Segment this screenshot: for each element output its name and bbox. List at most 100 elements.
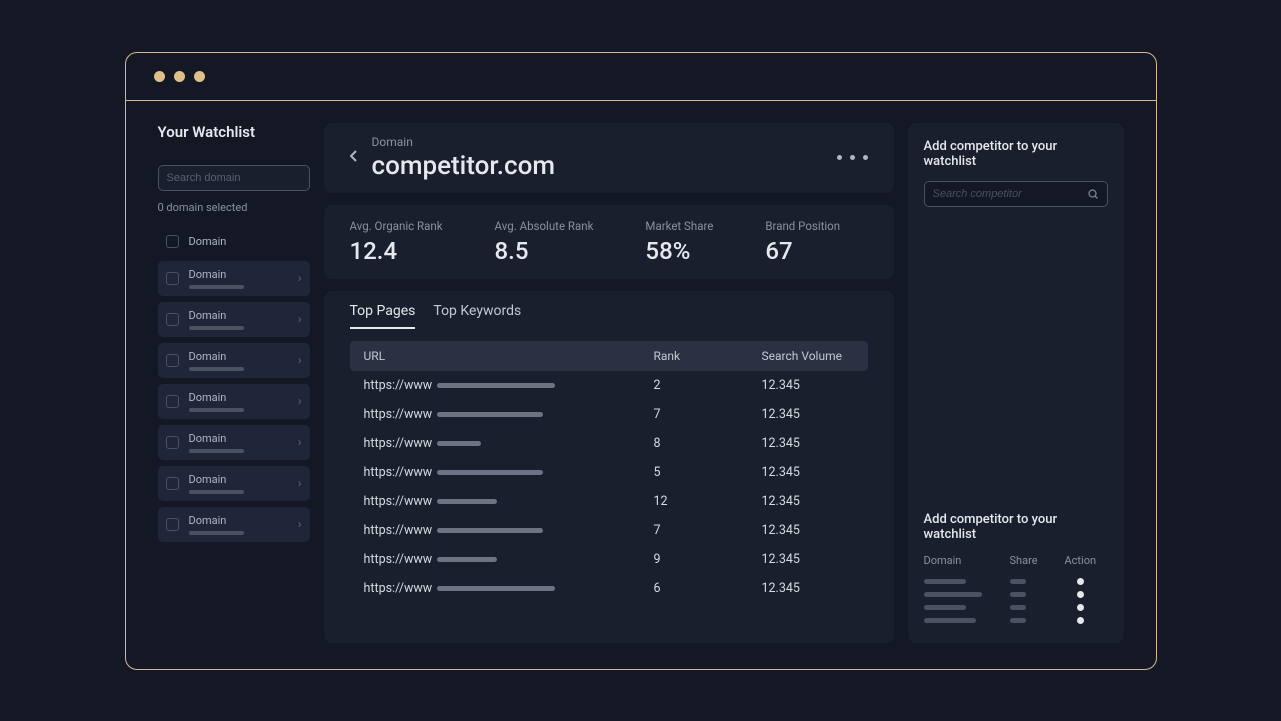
rightbar: Add competitor to your watchlist Add com… — [908, 123, 1124, 643]
chevron-right-icon: › — [298, 517, 302, 531]
domain-label: Domain — [189, 432, 288, 445]
table-panel: Top PagesTop Keywords URL Rank Search Vo… — [324, 291, 894, 643]
content-area: Your Watchlist 0 domain selected DomainD… — [126, 101, 1156, 669]
domain-checkbox[interactable] — [166, 395, 179, 408]
domain-bar — [189, 326, 244, 330]
competitor-row — [924, 575, 1108, 588]
rank-cell: 7 — [654, 523, 762, 538]
domain-checkbox[interactable] — [166, 313, 179, 326]
action-dot-icon[interactable] — [1077, 591, 1084, 598]
competitor-search[interactable] — [924, 181, 1108, 207]
domain-label: Domain — [189, 268, 288, 281]
domain-label-wrap: Domain — [189, 235, 302, 248]
comp-action-cell[interactable] — [1065, 578, 1108, 585]
metric: Avg. Absolute Rank8.5 — [495, 219, 594, 265]
action-dot-icon[interactable] — [1077, 617, 1084, 624]
url-cell: https://www — [364, 407, 654, 422]
domain-checkbox[interactable] — [166, 518, 179, 531]
url-prefix: https://www — [364, 436, 433, 451]
rank-cell: 9 — [654, 552, 762, 567]
ct-action-header: Action — [1065, 554, 1108, 567]
table-row[interactable]: https://www1212.345 — [350, 487, 868, 516]
domain-item[interactable]: Domain › — [158, 507, 310, 542]
domain-item[interactable]: Domain› — [158, 466, 310, 501]
rank-cell: 5 — [654, 465, 762, 480]
domain-label-wrap: Domain — [189, 514, 288, 535]
volume-cell: 12.345 — [762, 465, 854, 480]
tab-top-keywords[interactable]: Top Keywords — [433, 303, 521, 329]
back-button[interactable] — [350, 148, 358, 167]
domain-label-wrap: Domain — [189, 432, 288, 453]
comp-action-cell[interactable] — [1065, 604, 1108, 611]
share-bar — [1010, 605, 1026, 610]
url-cell: https://www — [364, 523, 654, 538]
rank-cell: 6 — [654, 581, 762, 596]
sidebar: Your Watchlist 0 domain selected DomainD… — [158, 123, 310, 643]
url-prefix: https://www — [364, 407, 433, 422]
action-dot-icon[interactable] — [1077, 604, 1084, 611]
sidebar-title: Your Watchlist — [158, 123, 310, 141]
metric-value: 67 — [765, 237, 840, 265]
tab-top-pages[interactable]: Top Pages — [350, 303, 416, 329]
domain-item[interactable]: Domain› — [158, 425, 310, 460]
domain-title: competitor.com — [372, 151, 823, 181]
table-row[interactable]: https://www912.345 — [350, 545, 868, 574]
domain-checkbox[interactable] — [166, 354, 179, 367]
close-icon[interactable] — [154, 71, 165, 82]
url-bar — [437, 528, 543, 533]
chevron-right-icon: › — [298, 394, 302, 408]
url-bar — [437, 383, 555, 388]
url-bar — [437, 557, 497, 562]
domain-label: Domain — [189, 391, 288, 404]
domain-label: Domain — [189, 514, 288, 527]
table-row[interactable]: https://www212.345 — [350, 371, 868, 400]
rank-cell: 8 — [654, 436, 762, 451]
domain-item[interactable]: Domain › — [158, 302, 310, 337]
domain-label: Domain — [189, 309, 288, 322]
domain-item[interactable]: Domain — [158, 228, 310, 255]
sidebar-search[interactable] — [158, 165, 310, 191]
chevron-right-icon: › — [298, 353, 302, 367]
domain-item[interactable]: Domain› — [158, 261, 310, 296]
domain-label-wrap: Domain — [189, 391, 288, 412]
table-row[interactable]: https://www612.345 — [350, 574, 868, 603]
maximize-icon[interactable] — [194, 71, 205, 82]
url-prefix: https://www — [364, 494, 433, 509]
domain-item[interactable]: Domain › — [158, 384, 310, 419]
table-row[interactable]: https://www712.345 — [350, 400, 868, 429]
competitor-search-input[interactable] — [933, 188, 1087, 200]
more-menu-button[interactable] — [837, 155, 868, 160]
domain-bar — [924, 605, 966, 610]
competitor-list-title: Add competitor to your watchlist — [924, 512, 1108, 542]
search-icon — [1087, 188, 1099, 200]
comp-action-cell[interactable] — [1065, 591, 1108, 598]
domain-bar — [189, 449, 244, 453]
url-cell: https://www — [364, 378, 654, 393]
rank-cell: 7 — [654, 407, 762, 422]
domain-item[interactable]: Domain› — [158, 343, 310, 378]
domain-bar — [924, 592, 982, 597]
comp-share-cell — [1010, 605, 1065, 610]
table-row[interactable]: https://www812.345 — [350, 429, 868, 458]
header-panel: Domain competitor.com — [324, 123, 894, 193]
domain-checkbox[interactable] — [166, 235, 179, 248]
table-row[interactable]: https://www712.345 — [350, 516, 868, 545]
competitor-row — [924, 588, 1108, 601]
search-input[interactable] — [167, 172, 309, 184]
domain-checkbox[interactable] — [166, 272, 179, 285]
url-cell: https://www — [364, 465, 654, 480]
metric-value: 12.4 — [350, 237, 443, 265]
url-prefix: https://www — [364, 465, 433, 480]
chevron-right-icon: › — [298, 312, 302, 326]
minimize-icon[interactable] — [174, 71, 185, 82]
metric-label: Avg. Organic Rank — [350, 219, 443, 233]
url-prefix: https://www — [364, 581, 433, 596]
domain-list: Domain Domain › Domain › Domain › Domain › Domain… — [158, 228, 310, 542]
domain-checkbox[interactable] — [166, 477, 179, 490]
action-dot-icon[interactable] — [1077, 578, 1084, 585]
table-row[interactable]: https://www 512.345 — [350, 458, 868, 487]
volume-cell: 12.345 — [762, 378, 854, 393]
url-bar — [437, 499, 497, 504]
domain-checkbox[interactable] — [166, 436, 179, 449]
comp-action-cell[interactable] — [1065, 617, 1108, 624]
